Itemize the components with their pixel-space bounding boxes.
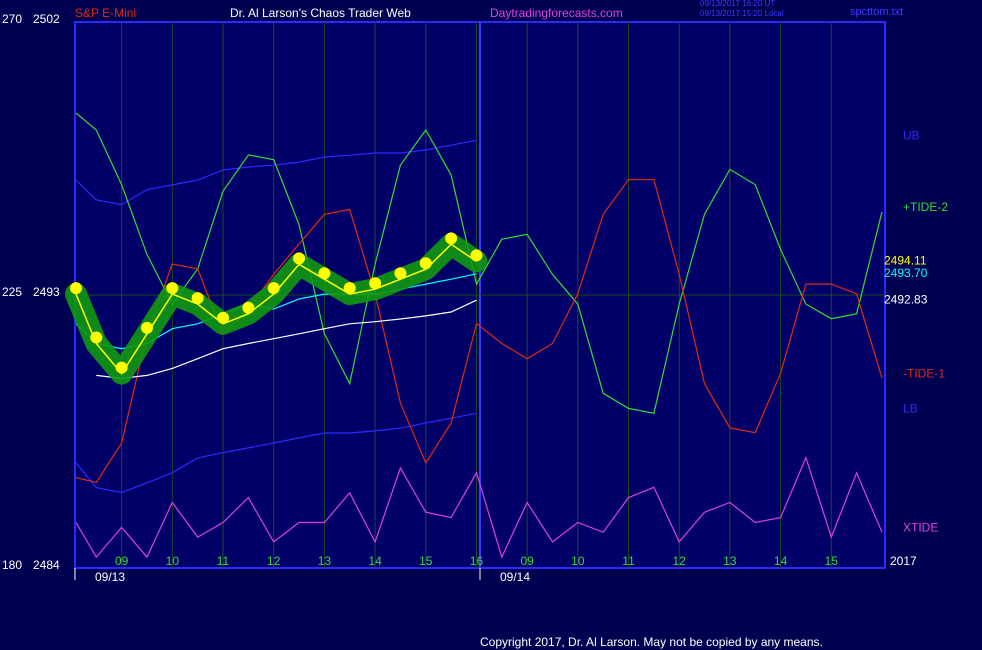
price-dot — [140, 321, 153, 334]
date-label: 09/14 — [500, 570, 530, 584]
series-label: -TIDE-1 — [903, 366, 945, 380]
price-dot — [242, 301, 255, 314]
x-tick-label: 15 — [419, 554, 433, 568]
x-tick-label: 15 — [825, 554, 839, 568]
value-label: 2493.70 — [884, 266, 928, 280]
x-tick-label: 12 — [267, 554, 281, 568]
price-dot — [191, 292, 204, 305]
y-tick-label: 2493 — [33, 285, 60, 299]
x-tick-label: 13 — [318, 554, 332, 568]
price-dot — [166, 282, 179, 295]
price-dot — [445, 232, 458, 245]
x-tick-label: 13 — [723, 554, 737, 568]
price-dot — [293, 252, 306, 265]
symbol: S&P E-Mini — [75, 6, 136, 20]
x-tick-label: 11 — [622, 554, 635, 568]
value-label: 2492.83 — [884, 292, 928, 306]
year-label: 2017 — [890, 554, 917, 568]
y2-tick-label: 180 — [2, 558, 22, 572]
price-dot — [419, 257, 432, 270]
y2-tick-label: 225 — [2, 285, 22, 299]
series-label: XTIDE — [903, 520, 938, 534]
date-label: 09/13 — [95, 570, 125, 584]
x-tick-label: 09 — [115, 554, 129, 568]
time-local: 09/13/2017 15:20 Local — [700, 9, 784, 18]
series-line — [75, 139, 477, 206]
series-line — [75, 179, 883, 484]
x-tick-label: 11 — [217, 554, 230, 568]
x-tick-label: 14 — [368, 554, 382, 568]
y-tick-label: 2502 — [33, 12, 60, 26]
copyright: Copyright 2017, Dr. Al Larson. May not b… — [480, 635, 823, 649]
chart-title: Dr. Al Larson's Chaos Trader Web — [230, 6, 411, 20]
x-tick-label: 10 — [571, 554, 585, 568]
site: Daytradingforecasts.com — [490, 6, 623, 20]
price-dot — [394, 267, 407, 280]
y2-tick-label: 270 — [2, 12, 22, 26]
series-label: +TIDE-2 — [903, 200, 948, 214]
time-ut: 09/13/2017 16:20 UT — [700, 0, 775, 8]
series-line — [75, 243, 477, 375]
x-tick-label: 10 — [166, 554, 180, 568]
x-tick-label: 14 — [774, 554, 788, 568]
price-dot — [343, 282, 356, 295]
series-line — [96, 299, 477, 380]
series-line — [75, 412, 477, 494]
x-tick-label: 09 — [520, 554, 534, 568]
price-dot — [369, 277, 382, 290]
price-dot — [470, 249, 483, 262]
x-tick-label: 16 — [470, 554, 484, 568]
file-name: spcttom.txt — [850, 6, 903, 18]
price-dot — [70, 282, 83, 295]
price-dot — [318, 267, 331, 280]
value-label: 2494.11 — [884, 254, 927, 268]
x-tick-label: 12 — [673, 554, 687, 568]
series-line — [75, 112, 883, 414]
series-label: LB — [903, 401, 918, 415]
series-line — [75, 455, 883, 559]
y-tick-label: 2484 — [33, 558, 60, 572]
series-label: UB — [903, 128, 920, 142]
